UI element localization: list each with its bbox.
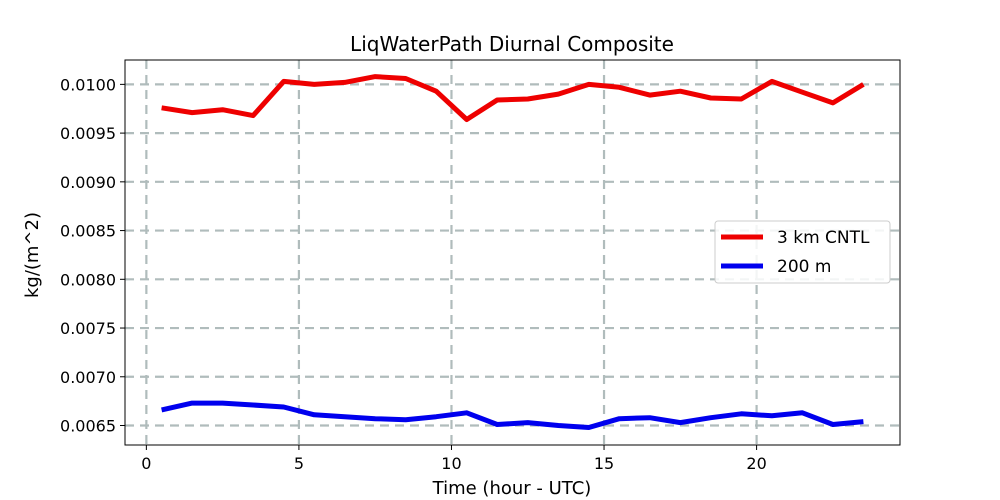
y-tick-label: 0.0085	[60, 222, 116, 241]
series-lines	[161, 74, 865, 430]
chart-title: LiqWaterPath Diurnal Composite	[350, 32, 674, 56]
x-tick-label: 0	[141, 454, 151, 473]
y-tick-label: 0.0095	[60, 124, 116, 143]
x-axis-ticks: 0 5 10 15 20	[141, 445, 767, 473]
x-axis-label: Time (hour - UTC)	[432, 478, 592, 499]
plot-area-frame	[124, 59, 901, 446]
y-axis-ticks: 0.0065 0.0070 0.0075 0.0080 0.0085 0.0090 0.00…	[60, 75, 125, 436]
y-tick-label: 0.0070	[60, 368, 116, 387]
y-tick-label: 0.0080	[60, 270, 116, 289]
legend-label-0: 3 km CNTL	[777, 228, 870, 248]
x-tick-label: 5	[294, 454, 304, 473]
series-line-1	[161, 400, 864, 430]
x-tick-label: 10	[441, 454, 461, 473]
x-tick-label: 20	[746, 454, 766, 473]
legend-label-1: 200 m	[777, 257, 831, 277]
y-tick-label: 0.0065	[60, 417, 116, 436]
y-axis-label: kg/(m^2)	[22, 212, 43, 298]
x-tick-label: 15	[594, 454, 614, 473]
y-tick-label: 0.0075	[60, 319, 116, 338]
y-tick-label: 0.0090	[60, 173, 116, 192]
legend: 3 km CNTL 200 m	[714, 220, 891, 284]
series-line-0	[161, 74, 865, 122]
y-tick-label: 0.0100	[60, 75, 116, 94]
